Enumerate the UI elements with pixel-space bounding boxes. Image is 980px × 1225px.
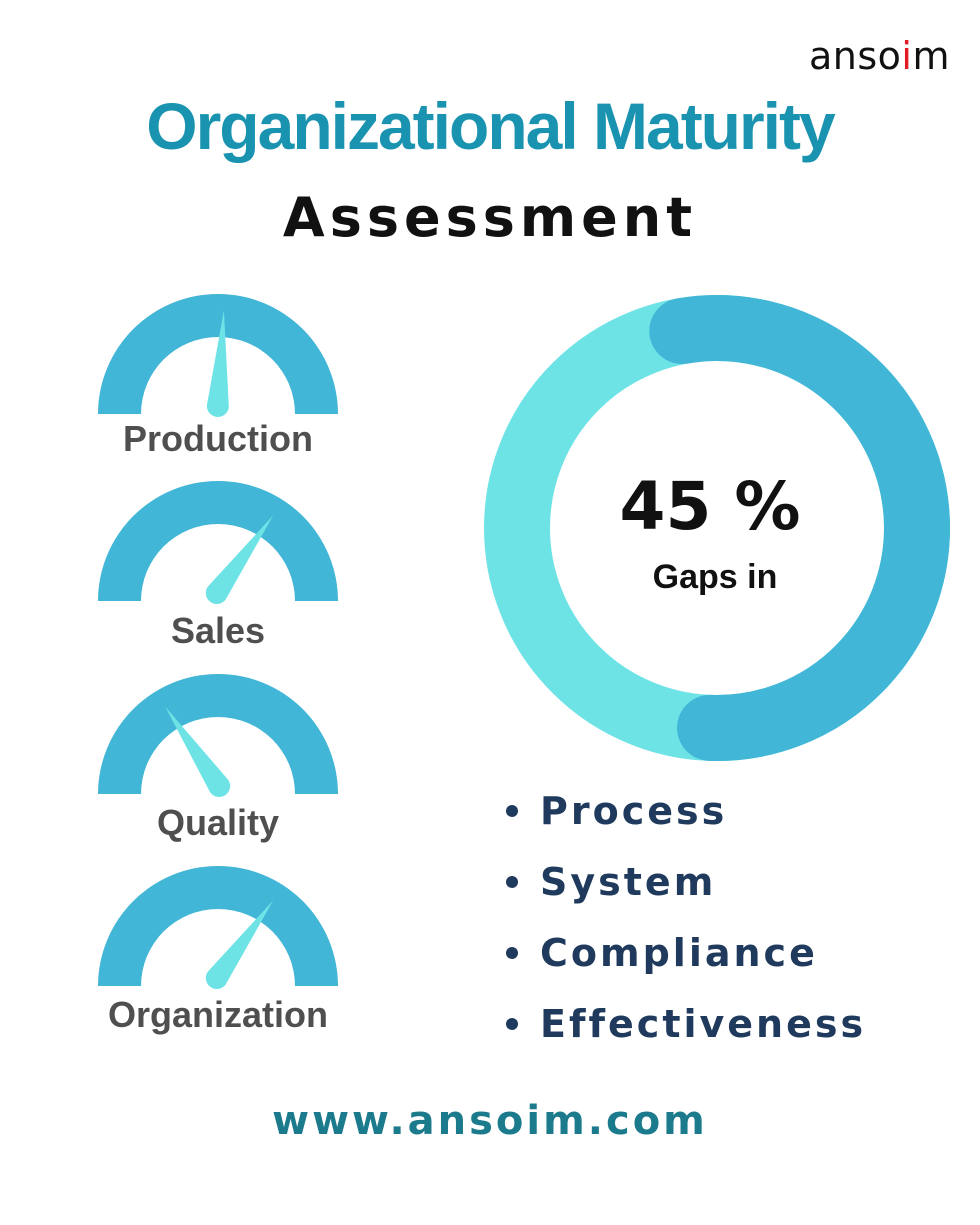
gap-area-label: Effectiveness <box>540 1001 867 1046</box>
gauge-label-quality: Quality <box>156 802 280 843</box>
gap-area-label: Compliance <box>540 930 818 975</box>
brand-logo: ansoim <box>808 34 950 78</box>
gap-area-label: Process <box>540 788 728 833</box>
bullet-dot-icon <box>506 946 518 959</box>
gap-area-label: System <box>540 859 717 904</box>
donut-percent-value: 45 % <box>619 468 801 545</box>
gauge-arc <box>98 866 338 986</box>
bullet-dot-icon <box>506 804 518 817</box>
gap-areas-list: Process System Compliance Effectiveness <box>506 775 866 1059</box>
donut-caption: Gaps in <box>652 558 778 596</box>
gauge-label-organization: Organization <box>107 994 328 1035</box>
page-subtitle: Assessment <box>282 186 698 249</box>
gauge-arc <box>98 481 338 601</box>
gauge-quality <box>98 674 338 797</box>
gap-area-item: Compliance <box>506 917 866 988</box>
gauge-needle <box>205 515 274 605</box>
gauge-organization <box>98 866 338 990</box>
gauge-needle <box>205 900 274 990</box>
donut-value-arc <box>649 295 950 761</box>
gauge-arc <box>98 674 338 794</box>
gauge-production <box>98 294 338 418</box>
gauge-needle <box>165 706 231 797</box>
gauge-needle <box>206 310 229 418</box>
bullet-dot-icon <box>506 875 518 888</box>
gauge-label-production: Production <box>123 418 313 459</box>
gauge-arc <box>98 294 338 414</box>
gaps-donut <box>484 295 950 761</box>
gap-area-item: Process <box>506 775 866 846</box>
bullet-dot-icon <box>506 1017 518 1030</box>
gap-area-item: Effectiveness <box>506 988 866 1059</box>
page-title: Organizational Maturity <box>146 89 835 163</box>
gauge-label-sales: Sales <box>170 610 266 651</box>
gap-area-item: System <box>506 846 866 917</box>
gauge-sales <box>98 481 338 605</box>
website-link[interactable]: www.ansoim.com <box>272 1098 708 1144</box>
